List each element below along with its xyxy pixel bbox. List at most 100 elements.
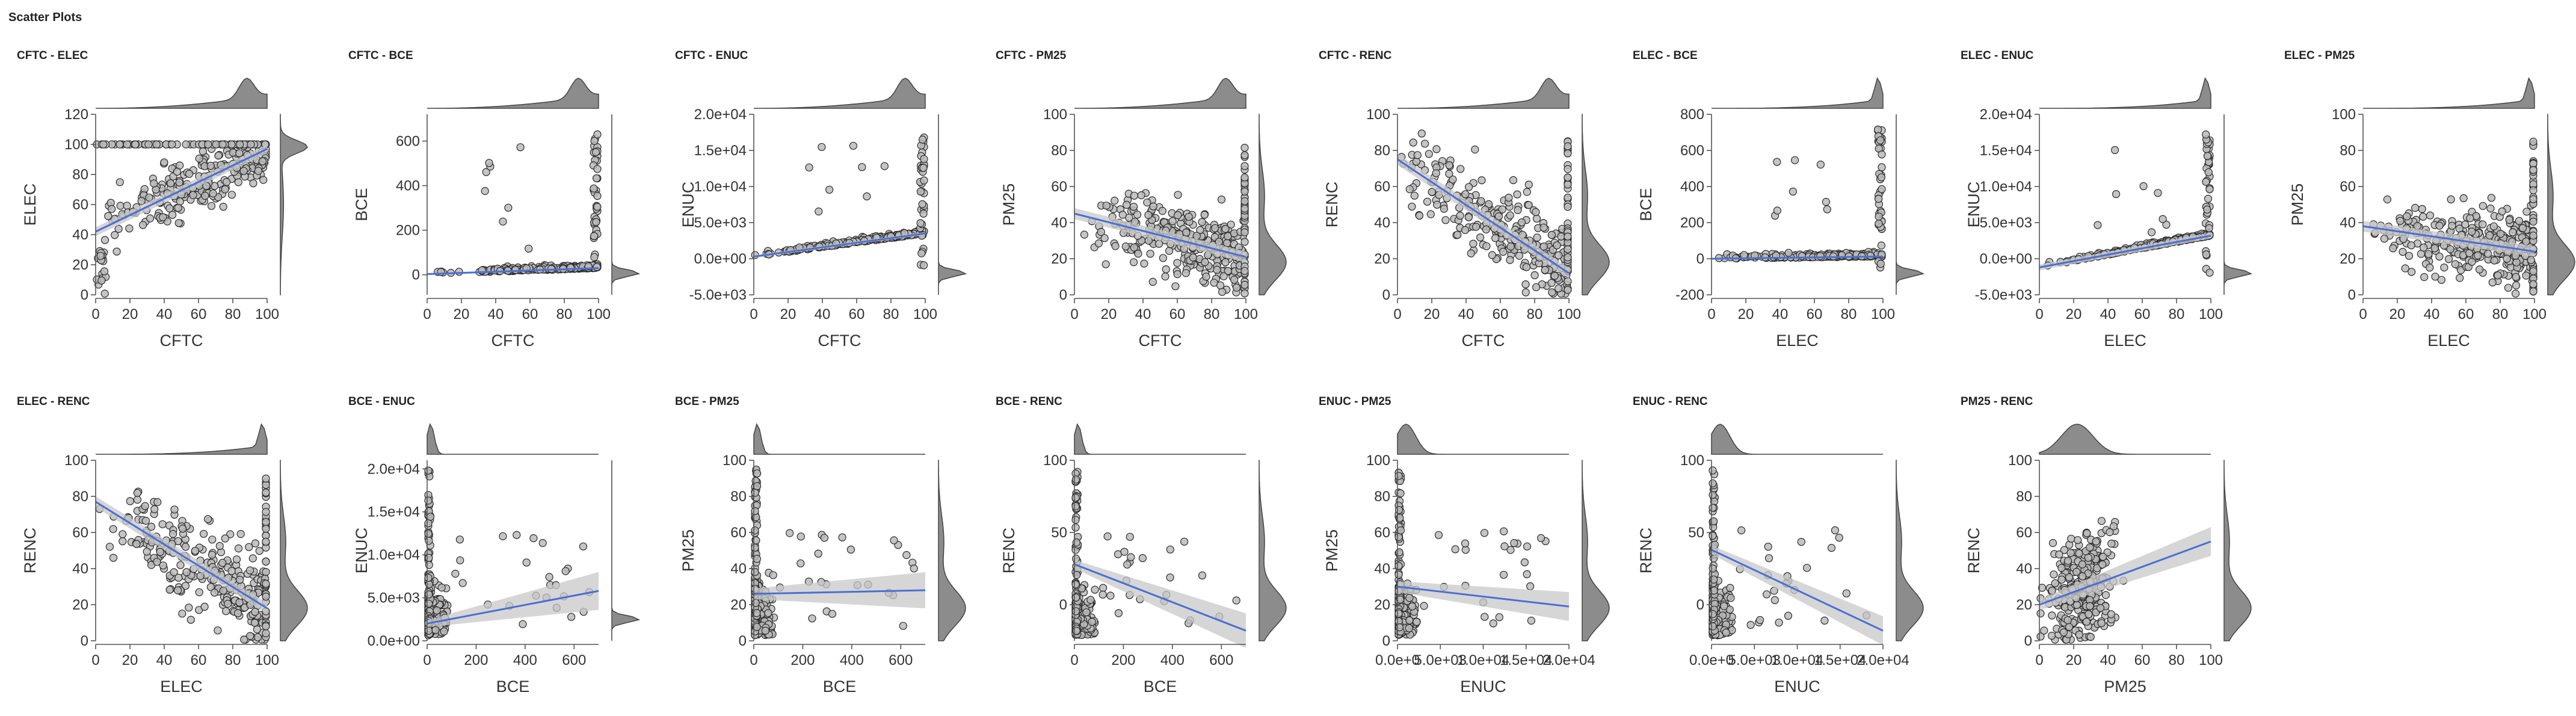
y-tick-label: 0.0e+00: [1980, 251, 2032, 267]
scatter-point: [2408, 268, 2416, 276]
y-tick-label: 80: [730, 489, 747, 505]
scatter-point: [174, 204, 182, 212]
scatter-point: [174, 586, 182, 594]
panel-title: CFTC - ELEC: [17, 49, 88, 62]
scatter-point: [1240, 228, 1249, 236]
scatter-point: [2447, 195, 2455, 203]
scatter-point: [815, 207, 823, 216]
scatter-point: [2075, 549, 2083, 558]
x-tick-label: 20: [780, 306, 797, 323]
scatter-point: [593, 192, 602, 200]
scatter-point: [109, 554, 118, 562]
scatter-point: [1488, 251, 1496, 259]
scatter-point: [2474, 251, 2482, 260]
scatter-point: [1182, 269, 1190, 277]
x-tick-label: 20: [1101, 306, 1117, 323]
scatter-point: [1159, 254, 1168, 262]
x-marginal-density: [96, 423, 268, 455]
scatter-point: [1491, 234, 1500, 242]
scatter-point: [1423, 197, 1432, 206]
scatter-point: [1521, 288, 1530, 297]
scatter-point: [247, 140, 255, 149]
scatter-point: [1456, 165, 1465, 173]
scatter-point: [200, 529, 208, 538]
x-axis-label: ELEC: [2104, 332, 2146, 350]
scatter-point: [2048, 631, 2056, 640]
scatter-point: [2107, 539, 2116, 548]
scatter-point: [1421, 140, 1429, 148]
scatter-point: [458, 579, 467, 587]
scatter-point: [1789, 187, 1797, 196]
scatter-point: [199, 147, 207, 156]
scatter-point: [919, 164, 928, 172]
scatter-point: [920, 155, 928, 163]
scatter-point: [1517, 218, 1526, 227]
scatter-point: [182, 140, 190, 149]
scatter-panel: ENUC - RENC0501000.0e+05.0e+031.0e+041.5…: [1633, 395, 1924, 696]
scatter-point: [178, 524, 187, 533]
scatter-point: [1428, 188, 1436, 196]
x-marginal-density: [2039, 77, 2211, 109]
scatter-point: [890, 536, 898, 545]
scatter-point: [1494, 212, 1503, 221]
scatter-point: [753, 469, 762, 478]
scatter-point: [1506, 211, 1514, 220]
x-tick-label: 40: [815, 306, 831, 323]
scatter-point: [1514, 206, 1522, 214]
scatter-point: [433, 606, 441, 615]
scatter-point: [1198, 218, 1206, 226]
y-axis-label: PM25: [679, 529, 697, 572]
scatter-point: [1764, 542, 1772, 551]
panel-title: ENUC - RENC: [1633, 395, 1708, 408]
y-tick-label: 0.0e+00: [368, 633, 420, 649]
scatter-point: [2512, 258, 2521, 267]
scatter-point: [1405, 616, 1414, 625]
scatter-point: [2112, 190, 2121, 199]
scatter-point: [250, 619, 259, 627]
scatter-point: [1727, 594, 1735, 602]
scatter-point: [1091, 585, 1099, 594]
y-tick-label: 80: [72, 167, 88, 183]
scatter-point: [2476, 265, 2484, 274]
scatter-point: [262, 567, 270, 576]
panel-title: CFTC - PM25: [996, 49, 1067, 62]
x-tick-label: 80: [225, 306, 241, 323]
y-tick-label: 20: [2340, 251, 2356, 267]
scatter-point: [593, 203, 602, 211]
scatter-point: [2396, 217, 2405, 225]
scatter-point: [1123, 200, 1131, 209]
scatter-point: [239, 167, 248, 175]
scatter-point: [591, 148, 600, 156]
y-tick-label: 100: [1366, 452, 1390, 469]
scatter-point: [2529, 280, 2537, 288]
scatter-point: [1144, 211, 1153, 219]
scatter-point: [1130, 191, 1139, 200]
scatter-point: [1121, 242, 1130, 251]
scatter-point: [262, 508, 270, 516]
scatter-point: [919, 261, 928, 270]
scatter-point: [221, 185, 229, 194]
scatter-point: [918, 135, 927, 144]
fit-line: [427, 267, 599, 276]
scatter-point: [426, 513, 435, 521]
scatter-point: [1129, 203, 1138, 211]
scatter-point: [189, 191, 197, 199]
x-tick-label: 20: [2066, 652, 2082, 668]
scatter-point: [227, 191, 236, 199]
scatter-point: [592, 218, 600, 226]
scatter-point: [1523, 542, 1532, 551]
scatter-point: [2444, 255, 2453, 264]
scatter-point: [814, 549, 822, 558]
scatter-point: [2082, 617, 2091, 626]
scatter-point: [1071, 523, 1080, 532]
scatter-point: [1233, 283, 1241, 292]
scatter-point: [1222, 239, 1231, 247]
y-tick-label: 80: [1374, 143, 1390, 159]
scatter-point: [1564, 149, 1572, 158]
y-tick-label: 5.0e+03: [1980, 215, 2032, 231]
scatter-point: [1756, 616, 1764, 625]
scatter-point: [849, 141, 858, 150]
